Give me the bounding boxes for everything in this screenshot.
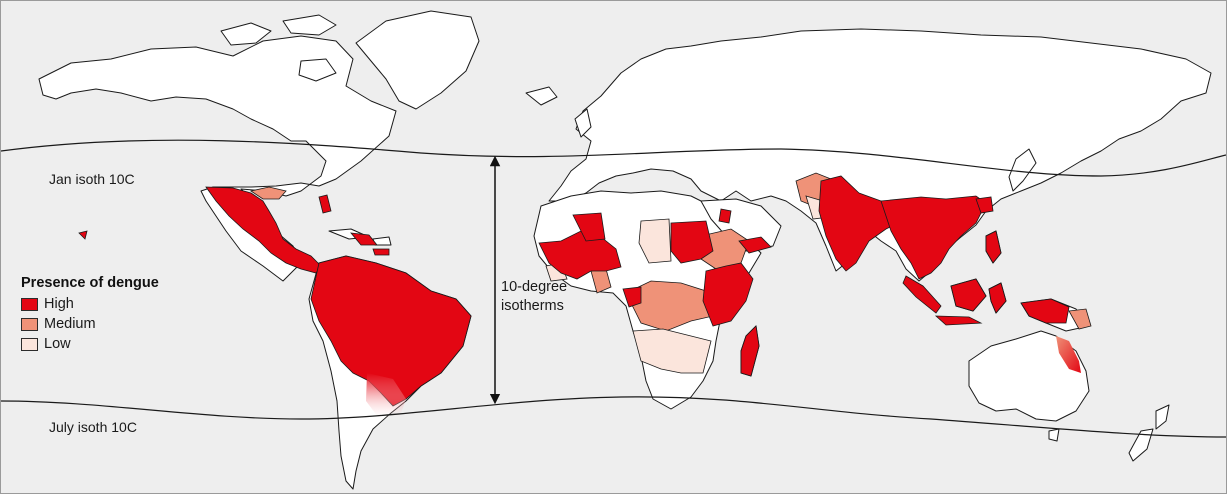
high-se-asia bbox=[880, 195, 987, 280]
isotherm-note: 10-degree isotherms bbox=[501, 278, 591, 316]
legend-item-high: High bbox=[21, 294, 159, 314]
gradient-australia bbox=[1056, 336, 1081, 373]
high-taiwan-china-coast bbox=[975, 196, 994, 214]
isotherm-north bbox=[1, 139, 1226, 177]
legend-label-medium: Medium bbox=[44, 316, 96, 332]
legend-swatch-medium bbox=[21, 317, 38, 331]
high-yemen bbox=[738, 236, 772, 254]
iceland bbox=[525, 86, 558, 106]
jan-isotherm-label: Jan isoth 10C bbox=[49, 171, 135, 187]
high-caribbean bbox=[350, 232, 390, 256]
high-india bbox=[818, 175, 914, 272]
high-madagascar bbox=[740, 325, 760, 377]
isotherm-south bbox=[1, 396, 1226, 438]
map-legend: Presence of dengue High Medium Low bbox=[21, 275, 159, 354]
high-gabon bbox=[622, 286, 642, 308]
high-red-sea bbox=[718, 208, 732, 224]
high-sumatra bbox=[902, 275, 942, 314]
high-borneo bbox=[950, 278, 987, 312]
high-hawaii bbox=[78, 230, 88, 240]
medium-png-east bbox=[1068, 308, 1092, 330]
high-new-guinea bbox=[1020, 298, 1070, 324]
uk bbox=[574, 108, 592, 138]
legend-item-medium: Medium bbox=[21, 314, 159, 334]
low-chad-niger bbox=[638, 218, 672, 264]
isotherm-note-line1: 10-degree bbox=[501, 279, 568, 295]
legend-title: Presence of dengue bbox=[21, 275, 159, 291]
high-south-america bbox=[310, 255, 472, 407]
dengue-high-layer bbox=[78, 175, 1070, 407]
legend-label-low: Low bbox=[44, 336, 71, 352]
new-zealand bbox=[1128, 404, 1170, 462]
tasmania bbox=[1048, 428, 1060, 442]
japan bbox=[1008, 148, 1037, 192]
legend-swatch-high bbox=[21, 297, 38, 311]
high-florida bbox=[318, 194, 332, 214]
low-southern-africa bbox=[632, 328, 712, 374]
july-isotherm-label: July isoth 10C bbox=[49, 419, 137, 435]
greenland bbox=[355, 10, 480, 110]
legend-item-low: Low bbox=[21, 334, 159, 354]
high-java bbox=[934, 315, 983, 326]
legend-swatch-low bbox=[21, 337, 38, 351]
land-layer bbox=[38, 10, 1212, 490]
high-philippines bbox=[985, 230, 1002, 264]
canada-islands bbox=[220, 14, 337, 82]
high-mali bbox=[572, 212, 606, 242]
australia bbox=[968, 330, 1090, 422]
high-sudan bbox=[670, 220, 714, 264]
high-east-africa bbox=[702, 262, 754, 327]
medium-us-south bbox=[249, 186, 287, 200]
north-america bbox=[38, 35, 397, 282]
isotherm-note-line2: isotherms bbox=[501, 298, 564, 314]
legend-label-high: High bbox=[44, 296, 74, 312]
gradient-south-america bbox=[366, 373, 406, 421]
high-sulawesi bbox=[988, 282, 1007, 314]
high-west-africa bbox=[538, 230, 622, 280]
